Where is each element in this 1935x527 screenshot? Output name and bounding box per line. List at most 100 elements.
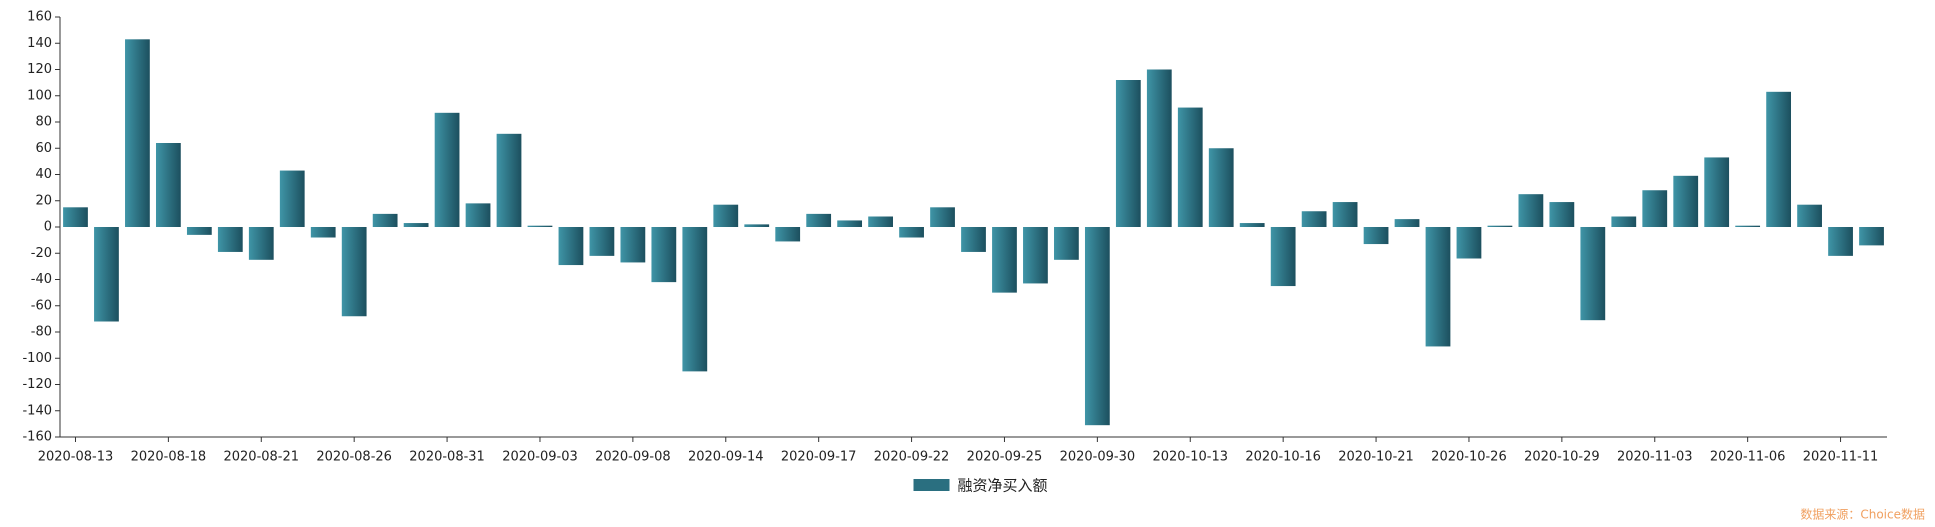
x-tick-label: 2020-10-26 [1431, 450, 1507, 465]
legend-swatch [913, 479, 950, 491]
bar [1332, 202, 1358, 227]
bar [125, 39, 150, 227]
x-tick-label: 2020-08-21 [223, 450, 299, 465]
bar [1828, 227, 1853, 256]
x-tick-label: 2020-09-14 [688, 450, 764, 465]
y-tick-label: -100 [22, 351, 52, 366]
y-tick-label: 120 [27, 62, 52, 77]
bar [744, 224, 770, 227]
source-note: 数据来源：Choice数据 [1800, 507, 1925, 522]
bar [961, 227, 986, 252]
bar [1673, 175, 1699, 227]
y-tick-label: -80 [31, 325, 52, 340]
y-tick-label: 40 [35, 167, 52, 182]
y-tick-label: 140 [27, 36, 52, 51]
x-tick-label: 2020-11-03 [1617, 450, 1693, 465]
bar [1394, 219, 1420, 227]
x-tick-label: 2020-08-18 [131, 450, 207, 465]
bar [1456, 227, 1482, 259]
bar [930, 207, 955, 227]
bar [1270, 227, 1296, 287]
bar [1642, 190, 1668, 227]
bar [1239, 223, 1265, 227]
y-tick-label: -40 [31, 272, 52, 287]
bar [1301, 211, 1327, 227]
bar [682, 227, 708, 372]
x-tick-label: 2020-09-25 [967, 450, 1043, 465]
bar [1549, 202, 1575, 227]
bar [558, 227, 584, 266]
bar [1580, 227, 1606, 321]
x-tick-label: 2020-11-06 [1710, 450, 1786, 465]
bar [1425, 227, 1451, 347]
bar [1084, 227, 1110, 426]
bar [806, 213, 832, 227]
bar [403, 223, 429, 227]
y-tick-label: -20 [31, 246, 52, 261]
x-tick-label: 2020-10-16 [1245, 450, 1321, 465]
y-tick-label: 100 [27, 88, 52, 103]
bar [310, 227, 336, 238]
bar [155, 143, 181, 227]
bar [1115, 80, 1141, 227]
bar [1735, 225, 1761, 227]
y-tick-label: 80 [35, 115, 52, 130]
bar [868, 216, 893, 227]
y-tick-label: -120 [22, 377, 52, 392]
bar [63, 207, 88, 227]
bar [496, 133, 522, 227]
bar [992, 227, 1017, 293]
bar [372, 213, 398, 227]
x-tick-label: 2020-08-13 [38, 450, 114, 465]
y-tick-label: 0 [44, 220, 52, 235]
bar [1797, 204, 1822, 227]
x-tick-label: 2020-10-21 [1338, 450, 1414, 465]
y-tick-label: -60 [31, 298, 52, 313]
bar [775, 227, 801, 242]
x-tick-label: 2020-09-08 [595, 450, 671, 465]
bar [1146, 69, 1172, 227]
bar [217, 227, 243, 252]
x-tick-label: 2020-10-29 [1524, 450, 1600, 465]
x-tick-label: 2020-08-26 [316, 450, 392, 465]
y-tick-label: 20 [35, 193, 52, 208]
y-tick-label: 160 [27, 10, 52, 25]
x-tick-label: 2020-08-31 [409, 450, 485, 465]
bar [1518, 194, 1544, 227]
x-tick-label: 2020-10-13 [1152, 450, 1228, 465]
bar [713, 204, 739, 227]
bar [1487, 225, 1513, 227]
bar [837, 220, 863, 227]
x-tick-label: 2020-09-30 [1060, 450, 1136, 465]
bar [279, 170, 305, 227]
bar [589, 227, 615, 256]
bar [899, 227, 924, 238]
x-tick-label: 2020-11-11 [1803, 450, 1879, 465]
bar [1177, 107, 1203, 227]
bar [651, 227, 677, 283]
bar [620, 227, 646, 263]
bar [186, 227, 212, 235]
x-tick-label: 2020-09-03 [502, 450, 578, 465]
bar [1054, 227, 1079, 260]
bar [434, 112, 460, 227]
bar [1023, 227, 1048, 284]
bar [527, 225, 553, 227]
bar [1766, 91, 1792, 227]
legend-label: 融资净买入额 [958, 477, 1048, 495]
x-tick-label: 2020-09-17 [781, 450, 857, 465]
bar [1363, 227, 1389, 245]
bar [1859, 227, 1884, 246]
bar [1208, 148, 1234, 227]
x-tick-label: 2020-09-22 [874, 450, 950, 465]
y-tick-label: -140 [22, 403, 52, 418]
bar [1611, 216, 1637, 227]
bar [94, 227, 119, 322]
y-tick-label: -160 [22, 430, 52, 445]
bar [248, 227, 274, 260]
bar [465, 203, 491, 227]
bar [341, 227, 367, 317]
y-tick-label: 60 [35, 141, 52, 156]
bar [1704, 157, 1730, 227]
